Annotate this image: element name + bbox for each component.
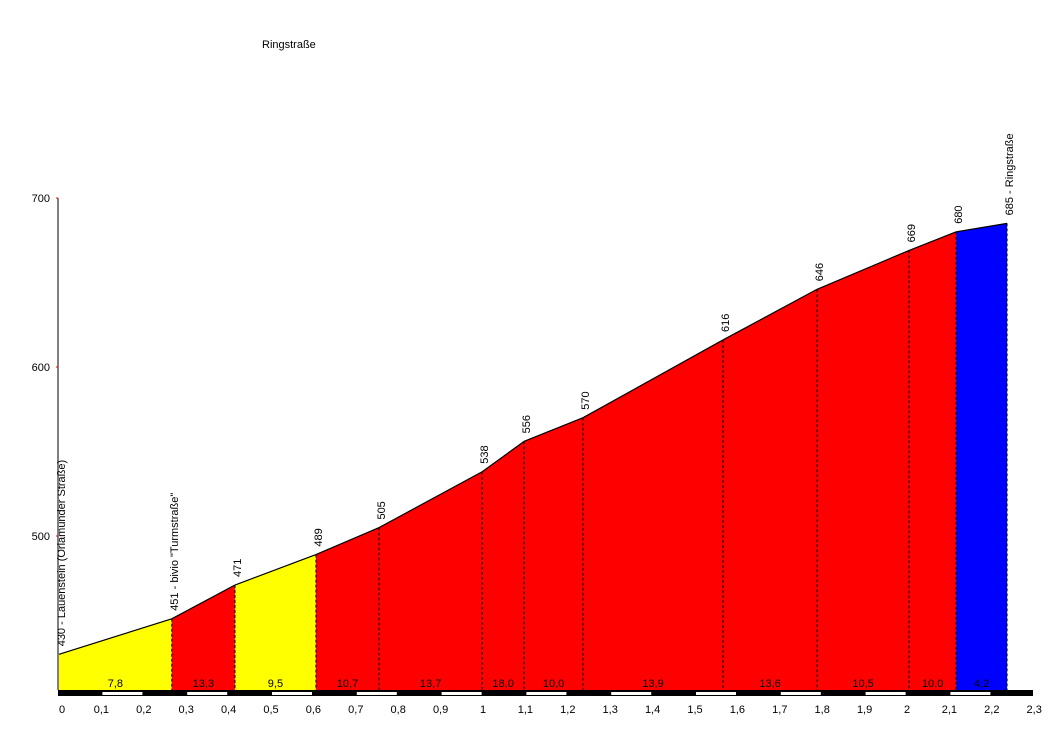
profile-segment (482, 441, 525, 690)
profile-outline (816, 249, 910, 290)
x-tick-label: 1,1 (518, 704, 533, 716)
x-tick-label: 2 (904, 704, 910, 716)
segment-gradient-label: 9,5 (268, 678, 283, 690)
x-tick-label: 0,9 (433, 704, 448, 716)
waypoint-label: 489 (313, 528, 325, 546)
waypoint-label: 570 (580, 391, 592, 409)
profile-outline (378, 471, 483, 529)
x-axis-scale-block (102, 692, 143, 695)
x-tick-label: 0,1 (94, 704, 109, 716)
x-tick-label: 0,3 (179, 704, 194, 716)
x-axis-scale-block (780, 692, 821, 695)
profile-segment (524, 417, 584, 690)
profile-segment (956, 223, 1008, 690)
x-axis-scale-block (356, 692, 397, 695)
profile-outline (523, 417, 584, 442)
profile-outline (481, 440, 525, 473)
x-tick-label: 1,9 (857, 704, 872, 716)
x-tick-label: 1,5 (687, 704, 702, 716)
segment-gradient-label: 13,9 (642, 678, 663, 690)
segment-gradient-label: 10,0 (922, 678, 943, 690)
x-tick-label: 2,1 (942, 704, 957, 716)
profile-outline (171, 584, 236, 620)
x-tick-label: 1,8 (815, 704, 830, 716)
waypoint-label: 685 - Ringstraße (1004, 133, 1016, 215)
chart-title: Ringstraße (262, 39, 316, 51)
x-tick-label: 1,2 (560, 704, 575, 716)
x-tick-label: 2,3 (1027, 704, 1042, 716)
segment-gradient-label: 13,6 (759, 678, 780, 690)
profile-segment (315, 527, 380, 690)
waypoint-label: 430 - Lauenstein (Orlamünder Straße) (56, 460, 68, 646)
x-axis-scale-block (611, 692, 652, 695)
x-tick-label: 0,5 (263, 704, 278, 716)
waypoint-label: 680 (953, 205, 965, 223)
profile-segment (379, 471, 483, 690)
profile-outline (315, 526, 380, 556)
profile-segment (171, 585, 235, 690)
y-tick-label: 500 (32, 531, 50, 543)
x-tick-label: 1,4 (645, 704, 660, 716)
x-tick-label: 0,7 (348, 704, 363, 716)
waypoint-label: 616 (720, 314, 732, 332)
x-tick-label: 0 (59, 704, 65, 716)
segment-gradient-label: 10,0 (543, 678, 564, 690)
segment-gradient-label: 13,3 (193, 678, 214, 690)
segment-gradient-label: 13,7 (420, 678, 441, 690)
profile-segment (817, 250, 910, 690)
x-axis-scale-block (441, 692, 482, 695)
profile-outline (58, 618, 172, 655)
x-axis-scale-block (187, 692, 228, 695)
x-axis-scale-block (696, 692, 736, 695)
x-tick-label: 1,6 (730, 704, 745, 716)
x-axis-scale-block (272, 692, 312, 695)
x-axis-scale-block (950, 692, 991, 695)
profile-outline (582, 339, 724, 419)
waypoint-label: 556 (521, 415, 533, 433)
x-tick-label: 1,7 (772, 704, 787, 716)
waypoint-label: 669 (906, 224, 918, 242)
profile-segment (234, 554, 316, 690)
waypoint-label: 471 (232, 559, 244, 577)
profile-segment (909, 231, 957, 691)
x-axis-scale-block (865, 692, 906, 695)
profile-outline (956, 222, 1008, 233)
x-tick-label: 0,4 (221, 704, 236, 716)
waypoint-label: 538 (479, 445, 491, 463)
x-tick-label: 2,2 (984, 704, 999, 716)
x-tick-label: 1,3 (603, 704, 618, 716)
waypoint-label: 505 (376, 501, 388, 519)
profile-segment (59, 618, 172, 690)
profile-segment (722, 289, 818, 690)
x-tick-label: 0,2 (136, 704, 151, 716)
profile-outline (722, 288, 818, 341)
segment-gradient-label: 4,2 (974, 678, 989, 690)
y-tick-label: 600 (32, 362, 50, 374)
x-axis-scale-block (526, 692, 567, 695)
waypoint-label: 646 (814, 263, 826, 281)
segment-gradient-label: 10,5 (852, 678, 873, 690)
waypoint-label: 451 - bivio "Turmstraße" (169, 493, 181, 611)
profile-outline (234, 554, 317, 586)
segment-gradient-label: 7,8 (108, 678, 123, 690)
x-tick-label: 0,8 (391, 704, 406, 716)
x-tick-label: 0,6 (306, 704, 321, 716)
x-tick-label: 1 (480, 704, 486, 716)
segment-gradient-label: 10,7 (337, 678, 358, 690)
segment-gradient-label: 18,0 (492, 678, 513, 690)
profile-outline (908, 231, 957, 251)
profile-segment (583, 339, 723, 690)
y-tick-label: 700 (32, 193, 50, 205)
